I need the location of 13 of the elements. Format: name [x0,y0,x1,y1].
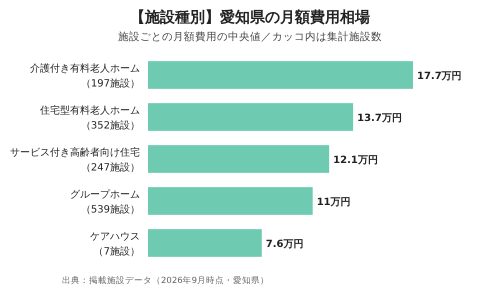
data-label: 17.7万円 [417,71,462,82]
data-label: 7.6万円 [266,239,304,250]
y-tick-label: ケアハウス（7施設） [90,232,140,258]
data-label: 11万円 [316,197,351,208]
y-tick-label: 介護付き有料老人ホーム（197施設） [30,62,140,90]
y-tick-label: グループホーム（539施設） [70,188,140,216]
y-tick-label: サービス付き高齢者向け住宅（247施設） [10,146,140,174]
data-label: 13.7万円 [357,113,402,124]
data-label: 12.1万円 [333,155,378,166]
chart-title: 【施設種別】愛知県の月額費用相場 [130,8,370,26]
source-note: 出典：掲載施設データ（2026年9月時点・愛知県） [62,275,270,286]
y-tick-label: 住宅型有料老人ホーム（352施設） [40,104,140,132]
chart-subtitle: 施設ごとの月額費用の中央値／カッコ内は集計施設数 [118,30,382,43]
